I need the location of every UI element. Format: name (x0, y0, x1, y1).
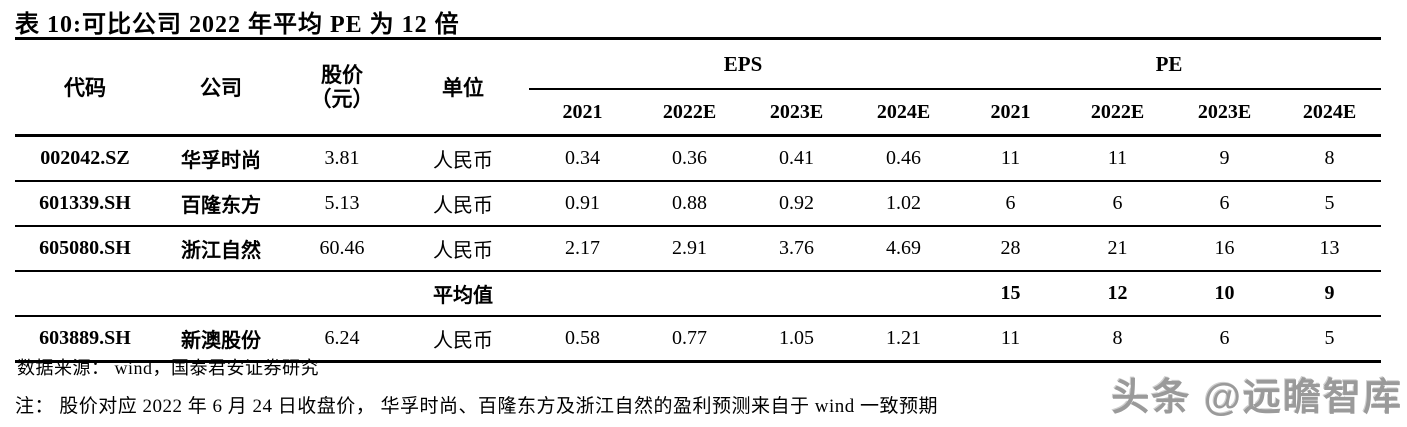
cell-price (287, 270, 397, 316)
cell-avg-pe-2022e: 12 (1064, 270, 1172, 316)
eps-year-2022e: 2022E (636, 89, 743, 137)
cell-pe-2022e: 11 (1107, 147, 1128, 169)
cell-eps-2021 (529, 270, 636, 316)
col-header-price-line1: 股价 (321, 63, 363, 87)
cell-code: 603889.SH (15, 315, 155, 363)
cell-eps-2023e: 0.41 (779, 147, 814, 169)
pe-year-2024e: 2024E (1278, 89, 1382, 137)
cell-pe-2024e: 8 (1324, 147, 1335, 169)
cell-eps-2021: 0.91 (529, 180, 636, 226)
average-row: 平均值 15 12 10 9 (15, 270, 1382, 316)
header-years-row: 2021 2022E 2023E 2024E 2021 2022E 2023E … (15, 89, 1382, 137)
table-row: 601339.SH 百隆东方 5.13 人民币 0.91 0.88 0.92 1… (15, 180, 1382, 226)
cell-pe-2023e: 6 (1171, 180, 1279, 226)
cell-eps-2023e (743, 270, 850, 316)
cell-eps-2024e: 4.69 (850, 225, 958, 271)
cell-unit: 人民币 (397, 315, 529, 363)
cell-company: 华孚时尚 (181, 150, 261, 172)
cell-unit: 人民币 (397, 225, 529, 271)
cell-company: 百隆东方 (155, 180, 287, 226)
data-source-note: 数据来源： wind，国泰君安证券研究 (17, 358, 319, 378)
cell-price: 60.46 (287, 225, 397, 271)
cell-eps-2021: 2.17 (529, 225, 636, 271)
cell-price: 5.13 (287, 180, 397, 226)
cell-pe-2024e: 5 (1278, 315, 1382, 363)
cell-pe-2024e: 5 (1278, 180, 1382, 226)
cell-eps-2024e (850, 270, 958, 316)
cell-eps-2021: 0.58 (529, 315, 636, 363)
cell-eps-2024e: 1.02 (850, 180, 958, 226)
eps-year-2023e: 2023E (743, 89, 850, 137)
cell-eps-2023e: 3.76 (743, 225, 850, 271)
cell-pe-2021: 6 (957, 180, 1065, 226)
table-row: 002042.SZ 华孚时尚 3.81 人民币 0.34 0.36 0.41 0… (15, 136, 1381, 182)
cell-price: 3.81 (324, 147, 360, 169)
group-header-pe: PE (957, 38, 1382, 90)
cell-pe-2023e: 9 (1219, 147, 1230, 169)
comparable-companies-table: 代码 公司 股价 （元） 单位 EPS PE 2021 2022E 2023E … (15, 37, 1382, 363)
cell-company (155, 270, 287, 316)
col-header-price: 股价 （元） (287, 38, 397, 137)
cell-eps-2024e: 1.21 (850, 315, 958, 363)
cell-pe-2021: 11 (957, 315, 1065, 363)
eps-year-2021: 2021 (529, 89, 636, 137)
cell-pe-2022e: 8 (1064, 315, 1172, 363)
cell-avg-pe-2021: 15 (957, 270, 1065, 316)
cell-pe-2024e: 13 (1278, 225, 1382, 271)
col-header-unit: 单位 (397, 38, 529, 137)
eps-year-2024e: 2024E (850, 89, 958, 137)
cell-code (15, 270, 155, 316)
footnote: 注： 股价对应 2022 年 6 月 24 日收盘价， 华孚时尚、百隆东方及浙江… (15, 396, 939, 417)
cell-eps-2022e (636, 270, 743, 316)
watermark: 头条 @远瞻智库 (1111, 377, 1403, 419)
cell-company: 浙江自然 (155, 225, 287, 271)
table-row: 605080.SH 浙江自然 60.46 人民币 2.17 2.91 3.76 … (15, 225, 1382, 271)
cell-pe-2022e: 6 (1064, 180, 1172, 226)
cell-eps-2021: 0.34 (565, 147, 600, 169)
cell-code: 002042.SZ (40, 147, 130, 169)
cell-avg-pe-2023e: 10 (1171, 270, 1279, 316)
cell-eps-2023e: 1.05 (743, 315, 850, 363)
cell-pe-2023e: 16 (1171, 225, 1279, 271)
cell-company: 新澳股份 (155, 315, 287, 363)
cell-price: 6.24 (287, 315, 397, 363)
pe-year-2022e: 2022E (1064, 89, 1172, 137)
cell-eps-2022e: 0.88 (636, 180, 743, 226)
table-title: 表 10:可比公司 2022 年平均 PE 为 12 倍 (15, 12, 460, 38)
col-header-code: 代码 (15, 38, 155, 137)
table-row: 603889.SH 新澳股份 6.24 人民币 0.58 0.77 1.05 1… (15, 315, 1382, 363)
cell-pe-2023e: 6 (1171, 315, 1279, 363)
cell-unit: 人民币 (433, 150, 493, 172)
cell-eps-2022e: 0.77 (636, 315, 743, 363)
header-group-row: 代码 公司 股价 （元） 单位 EPS PE (15, 38, 1382, 137)
col-header-company: 公司 (155, 38, 287, 137)
cell-pe-2021: 11 (1000, 147, 1021, 169)
pe-year-2021: 2021 (957, 89, 1065, 137)
pe-year-2023e: 2023E (1171, 89, 1279, 137)
cell-eps-2022e: 0.36 (672, 147, 707, 169)
col-header-price-line2: （元） (310, 87, 374, 111)
cell-code: 605080.SH (15, 225, 155, 271)
cell-pe-2021: 28 (957, 225, 1065, 271)
cell-average-label: 平均值 (397, 270, 529, 316)
cell-unit: 人民币 (397, 180, 529, 226)
cell-avg-pe-2024e: 9 (1278, 270, 1382, 316)
cell-eps-2022e: 2.91 (636, 225, 743, 271)
cell-pe-2022e: 21 (1064, 225, 1172, 271)
cell-code: 601339.SH (15, 180, 155, 226)
cell-eps-2023e: 0.92 (743, 180, 850, 226)
cell-eps-2024e: 0.46 (886, 147, 921, 169)
group-header-eps: EPS (529, 38, 958, 90)
